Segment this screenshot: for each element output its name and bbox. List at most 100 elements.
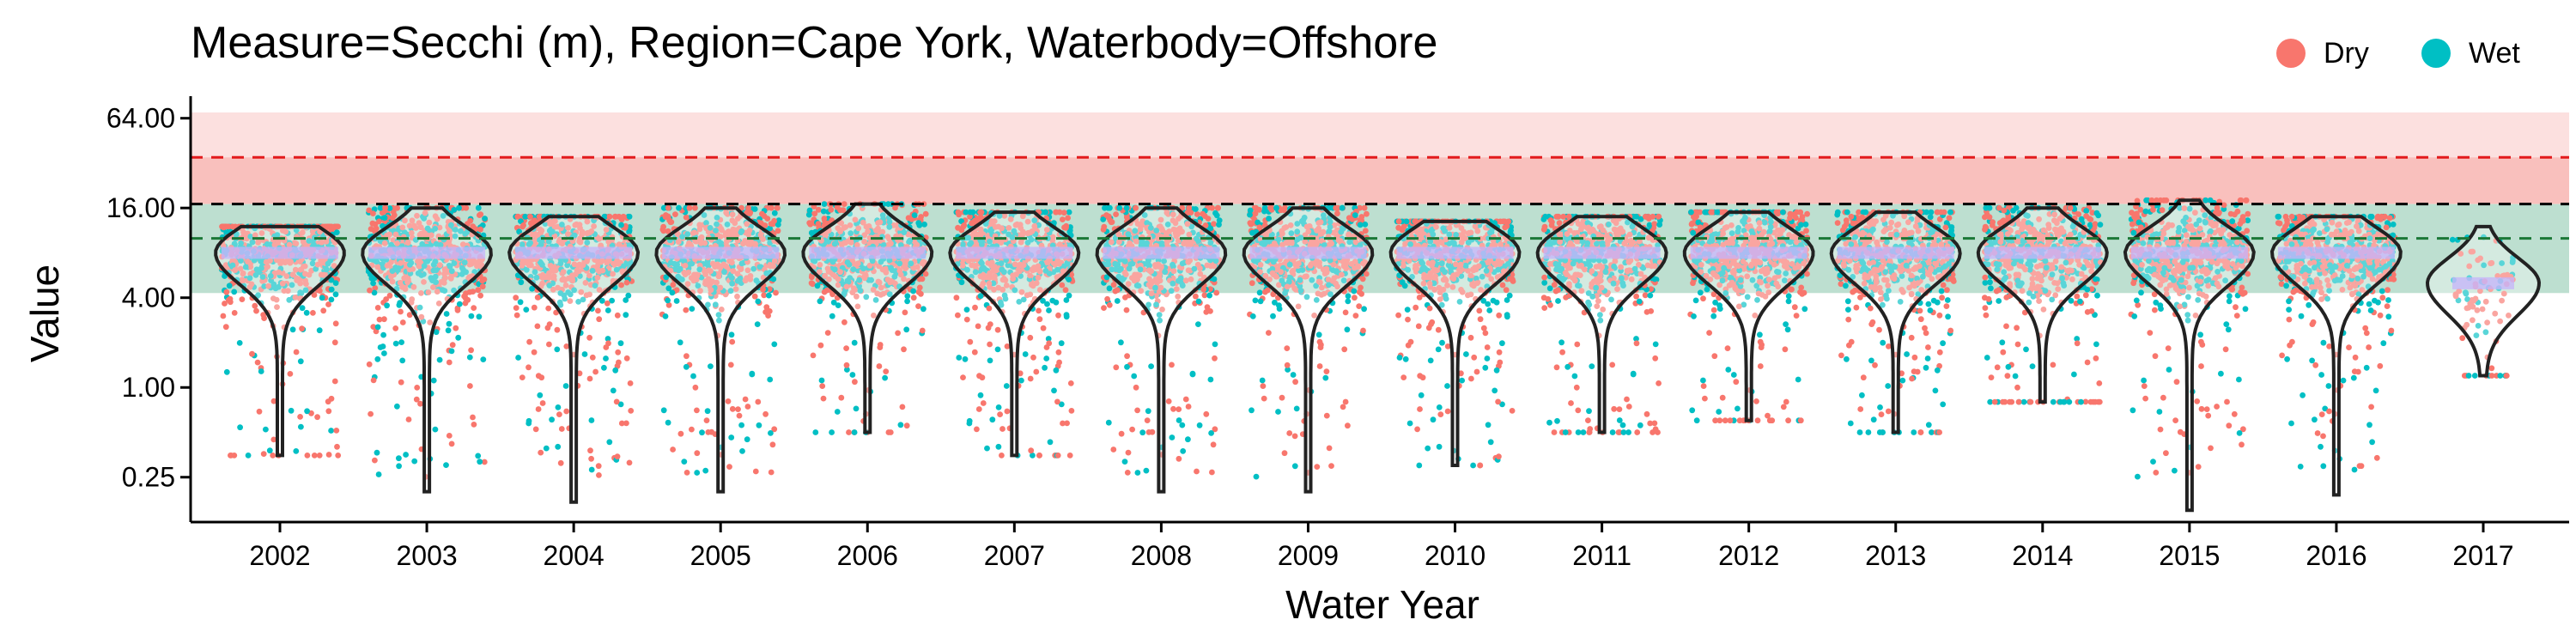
data-point — [515, 355, 521, 361]
data-point — [1323, 412, 1330, 419]
data-point — [446, 433, 453, 439]
data-point — [1345, 298, 1352, 305]
data-point — [1185, 404, 1192, 410]
legend-label-dry: Dry — [2324, 37, 2369, 70]
data-point — [222, 301, 228, 307]
data-point — [692, 204, 698, 211]
data-point — [535, 406, 542, 412]
data-point — [1003, 383, 1010, 389]
data-point — [915, 303, 921, 309]
data-point — [1326, 445, 1333, 452]
data-point — [852, 379, 858, 386]
data-point — [334, 443, 340, 450]
data-point — [311, 241, 317, 248]
data-point — [448, 348, 455, 355]
data-point — [1358, 214, 1365, 220]
data-point — [403, 452, 409, 458]
data-point — [1210, 441, 1217, 448]
data-point — [899, 404, 906, 410]
data-point — [331, 263, 337, 269]
data-point — [774, 204, 781, 211]
data-point — [520, 222, 526, 228]
data-point — [1148, 363, 1154, 369]
data-point — [297, 266, 304, 273]
threshold-band — [191, 112, 2569, 158]
data-point — [227, 299, 234, 306]
data-point — [446, 320, 453, 327]
data-point — [838, 394, 845, 401]
data-point — [623, 355, 630, 361]
data-point — [231, 310, 238, 316]
data-point — [834, 409, 841, 415]
data-point — [1118, 339, 1124, 346]
data-point — [1066, 292, 1072, 299]
data-point — [665, 297, 671, 304]
data-point — [293, 448, 300, 454]
data-point — [526, 338, 532, 345]
data-point — [1043, 355, 1050, 361]
data-point — [477, 226, 483, 233]
data-point — [1124, 214, 1130, 221]
data-point — [443, 462, 449, 468]
data-point — [1209, 204, 1215, 211]
data-point — [1255, 219, 1261, 226]
data-point — [328, 276, 335, 283]
data-point — [1134, 470, 1141, 476]
data-point — [628, 408, 635, 414]
data-point — [771, 217, 777, 224]
data-point — [558, 426, 565, 432]
data-point — [1209, 469, 1215, 476]
data-point — [1342, 398, 1349, 405]
data-point — [662, 313, 669, 319]
data-point — [851, 429, 858, 435]
data-point — [284, 288, 291, 295]
data-point — [1040, 325, 1047, 331]
data-point — [543, 445, 550, 452]
data-point — [455, 334, 462, 341]
data-point — [1053, 367, 1060, 374]
data-point — [1131, 373, 1138, 380]
data-point — [1316, 363, 1323, 369]
data-point — [596, 472, 602, 478]
data-point — [708, 363, 714, 369]
data-point — [1134, 407, 1140, 414]
data-point — [445, 327, 452, 334]
data-point — [258, 264, 264, 271]
data-point — [519, 374, 526, 380]
data-point — [1129, 426, 1135, 433]
data-point — [1027, 334, 1034, 341]
data-point — [767, 376, 774, 383]
data-point — [760, 286, 766, 293]
data-point — [775, 228, 781, 234]
data-point — [1203, 410, 1210, 417]
data-point — [616, 359, 622, 366]
data-point — [1341, 346, 1348, 353]
data-point — [751, 206, 758, 212]
data-point — [673, 298, 680, 304]
data-point — [605, 307, 611, 313]
data-point — [225, 223, 232, 230]
data-point — [255, 240, 261, 246]
data-point — [618, 216, 625, 222]
data-point — [849, 372, 856, 378]
data-point — [956, 355, 963, 361]
data-point — [299, 325, 305, 332]
data-point — [449, 342, 456, 349]
data-point — [546, 341, 552, 348]
data-point — [384, 302, 390, 309]
data-point — [676, 204, 682, 211]
data-point — [562, 383, 569, 389]
data-point — [901, 346, 907, 353]
data-point — [971, 349, 978, 355]
data-point — [1143, 467, 1150, 474]
data-point — [986, 305, 993, 312]
threshold-band — [191, 157, 2569, 204]
data-point — [477, 459, 483, 465]
data-point — [744, 436, 750, 443]
data-point — [332, 280, 339, 286]
data-point — [480, 356, 487, 362]
data-point — [221, 224, 227, 231]
data-point — [238, 258, 244, 264]
data-point — [223, 289, 230, 295]
data-point — [302, 270, 308, 277]
